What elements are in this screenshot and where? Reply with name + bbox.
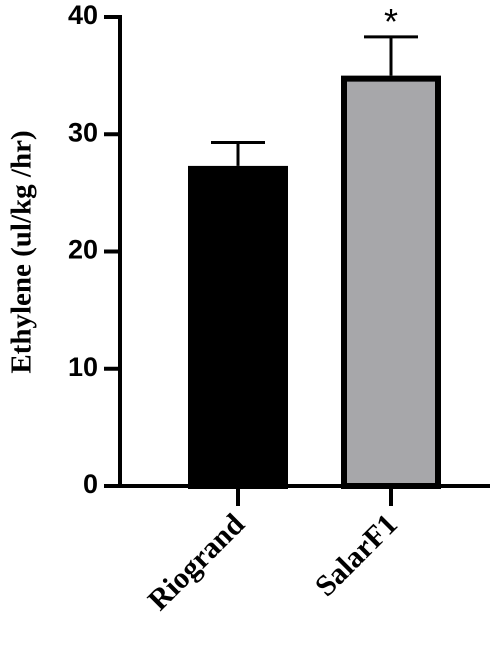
y-tick-label: 0: [83, 469, 98, 499]
y-axis-label: Ethylene (ul/kg /hr): [6, 130, 38, 373]
y-tick-label: 40: [68, 0, 98, 30]
y-tick-label: 30: [68, 117, 98, 147]
bar: [188, 165, 288, 489]
significance-mark: *: [384, 1, 398, 42]
y-tick-label: 10: [68, 352, 98, 382]
bar: [341, 75, 441, 489]
x-tick-label: SalarF1: [309, 508, 404, 603]
y-tick-label: 20: [68, 235, 98, 265]
x-tick-label: Riogrand: [142, 507, 252, 617]
